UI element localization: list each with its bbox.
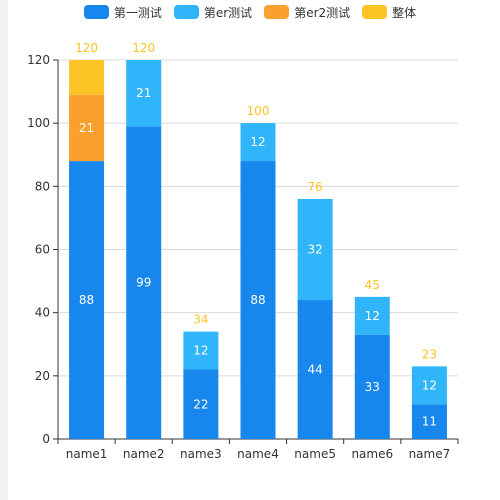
legend-swatch-series-4 — [362, 5, 388, 19]
data-label-name6-series-1: 33 — [365, 380, 380, 394]
y-tick-label-4: 80 — [35, 179, 50, 193]
legend-swatch-series-1 — [83, 5, 109, 19]
y-tick-label-5: 100 — [27, 116, 50, 130]
bar-name5-series-1 — [297, 300, 333, 439]
data-label-name2-series-2: 21 — [136, 86, 151, 100]
total-label-name6: 45 — [365, 278, 380, 292]
bar-name7-series-2 — [411, 366, 447, 405]
x-tick-label-name2: name2 — [123, 447, 165, 461]
y-tick-label-1: 20 — [35, 369, 50, 383]
bar-name1-series-1 — [69, 161, 105, 440]
total-label-name1: 120 — [75, 41, 98, 55]
legend-item-series-4[interactable]: 整体 — [362, 4, 416, 21]
chart-legend: 第一测试 第er测试 第er2测试 整体 — [0, 3, 500, 21]
y-tick-label-2: 40 — [35, 306, 50, 320]
bar-name1-series-3 — [69, 94, 105, 162]
bar-name1-series-4 — [69, 60, 105, 95]
data-label-name6-series-2: 12 — [365, 309, 380, 323]
total-label-name7: 23 — [422, 347, 437, 361]
data-label-name2-series-1: 99 — [136, 276, 151, 290]
data-label-name4-series-1: 88 — [250, 293, 265, 307]
x-tick-label-name7: name7 — [409, 447, 451, 461]
y-tick-label-6: 120 — [27, 53, 50, 67]
bar-name7-series-1 — [411, 404, 447, 439]
data-label-name3-series-1: 22 — [193, 397, 208, 411]
bar-name2-series-1 — [126, 126, 162, 439]
bar-name2-series-2 — [126, 60, 162, 127]
legend-label-series-2: 第er测试 — [203, 5, 253, 20]
data-label-name3-series-2: 12 — [193, 344, 208, 358]
data-label-name4-series-2: 12 — [250, 135, 265, 149]
bar-name4-series-2 — [240, 123, 276, 162]
y-tick-label-0: 0 — [42, 432, 50, 446]
left-edge-strip — [0, 0, 8, 500]
x-tick-label-name6: name6 — [351, 447, 393, 461]
total-label-name5: 76 — [308, 180, 323, 194]
bar-name4-series-1 — [240, 161, 276, 440]
y-tick-label-3: 60 — [35, 243, 50, 257]
bar-name5-series-2 — [297, 198, 333, 301]
bar-name6-series-2 — [354, 296, 390, 335]
data-label-name5-series-2: 32 — [308, 243, 323, 257]
x-tick-label-name4: name4 — [237, 447, 279, 461]
legend-swatch-series-3 — [264, 5, 290, 19]
total-label-name2: 120 — [132, 41, 155, 55]
x-tick-label-name5: name5 — [294, 447, 336, 461]
legend-label-series-3: 第er2测试 — [294, 5, 351, 20]
legend-swatch-series-2 — [173, 5, 199, 19]
legend-label-series-1: 第一测试 — [113, 5, 162, 20]
data-label-name1-series-3: 21 — [79, 121, 94, 135]
legend-label-series-4: 整体 — [392, 5, 417, 20]
x-tick-label-name3: name3 — [180, 447, 222, 461]
total-label-name3: 34 — [193, 313, 208, 327]
total-label-name4: 100 — [247, 104, 270, 118]
x-tick-label-name1: name1 — [66, 447, 108, 461]
data-label-name7-series-1: 11 — [422, 415, 437, 429]
data-label-name5-series-1: 44 — [308, 363, 323, 377]
legend-item-series-1[interactable]: 第一测试 — [83, 4, 162, 21]
bar-name3-series-2 — [183, 331, 219, 370]
legend-item-series-3[interactable]: 第er2测试 — [264, 4, 350, 21]
data-label-name1-series-1: 88 — [79, 293, 94, 307]
legend-item-series-2[interactable]: 第er测试 — [173, 4, 253, 21]
bar-name3-series-1 — [183, 369, 219, 439]
bar-name6-series-1 — [354, 334, 390, 439]
data-label-name7-series-2: 12 — [422, 378, 437, 392]
